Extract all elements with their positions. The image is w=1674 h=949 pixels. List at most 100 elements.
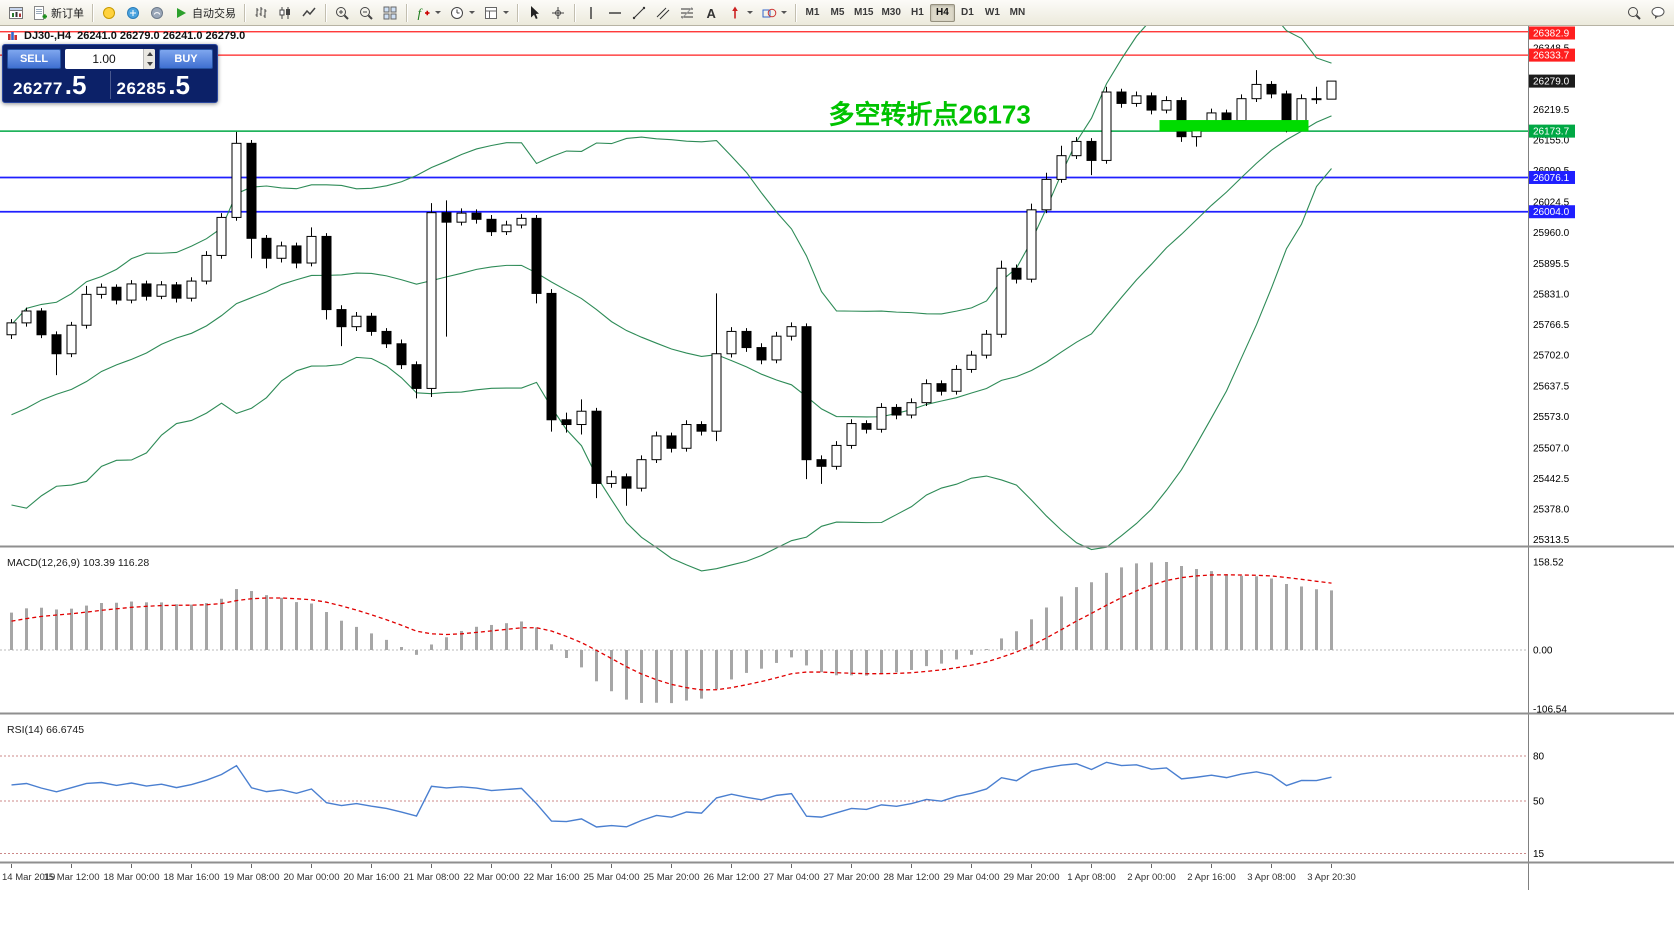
volume-decrease-button[interactable] — [144, 59, 155, 69]
candlestick-chart-button[interactable] — [273, 2, 297, 24]
candle — [501, 220, 512, 235]
candle — [36, 308, 47, 339]
timeframe-mn-button[interactable]: MN — [1005, 4, 1030, 22]
buy-price-display: 26285 .5 — [109, 71, 214, 99]
candle — [516, 214, 527, 229]
autotrading-button[interactable]: 自动交易 — [169, 2, 240, 24]
candle — [606, 470, 617, 488]
candle — [546, 289, 557, 432]
timeframe-d1-button[interactable]: D1 — [955, 4, 980, 22]
timeframe-m1-button[interactable]: M1 — [800, 4, 825, 22]
text-label-button[interactable]: A — [699, 2, 723, 24]
equidistant-channel-button[interactable] — [651, 2, 675, 24]
bar-chart-button[interactable] — [249, 2, 273, 24]
candle — [876, 403, 887, 433]
timeframe-w1-button[interactable]: W1 — [980, 4, 1005, 22]
candle — [756, 343, 767, 365]
candle — [1086, 138, 1097, 176]
market-button[interactable] — [121, 2, 145, 24]
new-order-button[interactable]: 新订单 — [28, 2, 88, 24]
chevron-down-icon — [435, 11, 441, 14]
trendline-button[interactable] — [627, 2, 651, 24]
signals-button[interactable] — [145, 2, 169, 24]
search-button[interactable] — [1622, 2, 1646, 24]
zoom-out-icon — [358, 5, 374, 21]
indicators-button[interactable]: f — [411, 2, 445, 24]
periods-button[interactable] — [445, 2, 479, 24]
candle — [426, 203, 437, 397]
indicator-icon: f — [415, 5, 431, 21]
volume-input[interactable] — [65, 49, 143, 69]
time-tick-label: 25 Mar 20:00 — [644, 872, 700, 883]
candle — [456, 208, 467, 226]
candle — [981, 330, 992, 359]
timeframe-m30-button[interactable]: M30 — [877, 4, 904, 22]
new-order-button-label: 新订单 — [51, 7, 84, 20]
sell-price-display: 26277 .5 — [7, 71, 110, 99]
price-tick-label: 25960.0 — [1533, 228, 1570, 239]
tline-icon — [631, 5, 647, 21]
arrows-button[interactable] — [723, 2, 757, 24]
community-button[interactable] — [1646, 2, 1670, 24]
candle — [96, 283, 107, 299]
time-tick-label: 2 Apr 00:00 — [1127, 872, 1176, 883]
candle — [321, 233, 332, 320]
rsi-line — [11, 761, 1332, 828]
line-chart-button[interactable] — [297, 2, 321, 24]
time-tick-label: 18 Mar 00:00 — [104, 872, 160, 883]
volume-increase-button[interactable] — [144, 49, 155, 59]
crosshair-button[interactable] — [546, 2, 570, 24]
candle — [156, 281, 167, 300]
candles-icon — [277, 5, 293, 21]
candle — [651, 431, 662, 463]
candle — [966, 350, 977, 373]
candle — [441, 200, 452, 337]
templates-button[interactable] — [479, 2, 513, 24]
price-tick-label: 25895.5 — [1533, 259, 1570, 270]
candle — [351, 311, 362, 331]
timeframe-m5-button[interactable]: M5 — [825, 4, 850, 22]
candle — [171, 282, 182, 303]
candle — [1116, 88, 1127, 108]
candle — [1056, 145, 1067, 183]
chat-icon — [1650, 5, 1666, 21]
price-tick-label: 26155.0 — [1533, 136, 1570, 147]
arrows-icon — [727, 5, 743, 21]
shapes-button[interactable] — [757, 2, 791, 24]
candle — [531, 215, 542, 304]
vertical-line-button[interactable] — [579, 2, 603, 24]
support-line-1-price-label: 26076.1 — [1533, 173, 1570, 184]
horizontal-line-button[interactable] — [603, 2, 627, 24]
price-axis[interactable] — [1528, 26, 1674, 864]
candle — [396, 339, 407, 369]
candle — [126, 280, 137, 304]
new-chart-button[interactable] — [4, 2, 28, 24]
candle — [1311, 86, 1322, 104]
sell-button[interactable]: SELL — [7, 49, 61, 69]
time-tick-label: 28 Mar 12:00 — [884, 872, 940, 883]
time-tick-label: 26 Mar 12:00 — [704, 872, 760, 883]
candle — [681, 420, 692, 452]
cursor-button[interactable] — [522, 2, 546, 24]
play-icon — [173, 5, 189, 21]
price-tick-label: 25507.0 — [1533, 443, 1570, 454]
tile-windows-button[interactable] — [378, 2, 402, 24]
turning-point-annotation[interactable]: 多空转折点26173 — [829, 99, 1031, 129]
ohlc-text: 26241.0 26279.0 26241.0 26279.0 — [77, 30, 246, 42]
buy-button[interactable]: BUY — [159, 49, 213, 69]
candle — [1011, 264, 1022, 284]
timeframe-h4-button[interactable]: H4 — [929, 3, 955, 22]
candle — [276, 241, 287, 263]
timeframe-h1-button[interactable]: H1 — [905, 4, 930, 22]
time-tick-label: 15 Mar 12:00 — [44, 872, 100, 883]
zoom-out-button[interactable] — [354, 2, 378, 24]
zoom-in-button[interactable] — [330, 2, 354, 24]
metaeditor-button[interactable] — [97, 2, 121, 24]
candle — [831, 441, 842, 470]
timeframe-m15-button[interactable]: M15 — [850, 4, 877, 22]
volume-spinner — [143, 49, 155, 69]
turning-point-highlight[interactable] — [1159, 120, 1309, 132]
fibonacci-button[interactable] — [675, 2, 699, 24]
